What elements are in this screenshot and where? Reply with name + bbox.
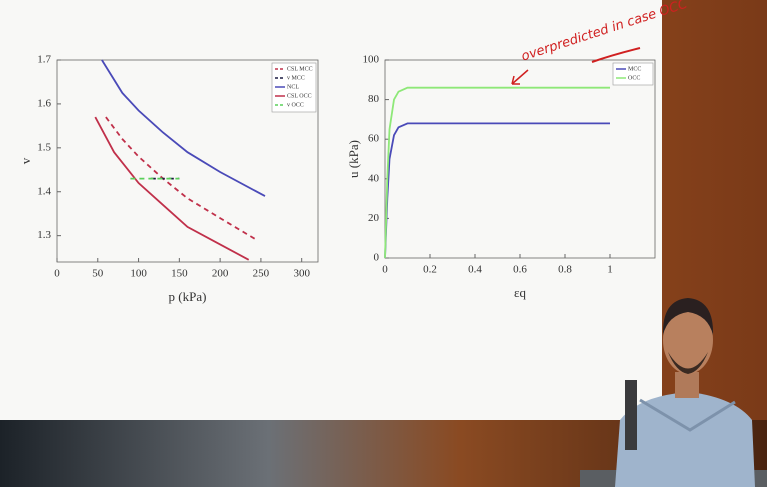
- y-tick-label: 1.4: [37, 185, 51, 197]
- x-tick-label: 0.2: [423, 264, 437, 276]
- plot-frame: [56, 59, 319, 263]
- x-axis-label: p (kPa): [169, 289, 207, 304]
- legend-label: OCC: [628, 75, 640, 81]
- legend-label: NCL: [287, 84, 299, 90]
- legend-label: MCC: [628, 66, 641, 72]
- x-tick-label: 50: [92, 268, 104, 280]
- y-tick-label: 40: [368, 172, 380, 184]
- annotation-arrow: [511, 69, 529, 85]
- y-tick-label: 0: [374, 252, 380, 264]
- legend-label: v OCC: [287, 102, 304, 108]
- series-line: [101, 59, 266, 197]
- y-tick-label: 1.5: [37, 141, 51, 153]
- legend-label: CSL OCC: [287, 93, 312, 99]
- slide: [0, 0, 662, 420]
- x-axis-label: εq: [514, 285, 526, 300]
- y-tick-label: 20: [368, 212, 380, 224]
- y-tick-label: 100: [363, 54, 380, 66]
- x-tick-label: 0.4: [468, 264, 482, 276]
- y-axis-label: v: [18, 157, 33, 164]
- y-tick-label: 80: [368, 93, 380, 105]
- y-tick-label: 1.7: [37, 54, 51, 66]
- x-tick-label: 250: [253, 268, 270, 280]
- x-tick-label: 200: [212, 268, 229, 280]
- x-tick-label: 150: [171, 268, 188, 280]
- y-axis-label: u (kPa): [346, 140, 361, 178]
- x-tick-label: 0.6: [513, 264, 527, 276]
- x-tick-label: 300: [293, 268, 310, 280]
- x-tick-label: 100: [130, 268, 147, 280]
- y-tick-label: 1.3: [37, 229, 51, 241]
- presenter: [580, 298, 767, 487]
- series-line: [94, 116, 250, 261]
- series-line: [384, 86, 610, 259]
- x-tick-label: 0: [54, 268, 60, 280]
- legend-label: CSL MCC: [287, 66, 313, 72]
- legend-label: v MCC: [287, 75, 305, 81]
- x-tick-label: 0.8: [558, 264, 572, 276]
- y-tick-label: 60: [368, 133, 380, 145]
- x-tick-label: 1: [607, 264, 613, 276]
- y-tick-label: 1.6: [37, 97, 51, 109]
- x-tick-label: 0: [382, 264, 388, 276]
- annotation-underline: [591, 47, 641, 63]
